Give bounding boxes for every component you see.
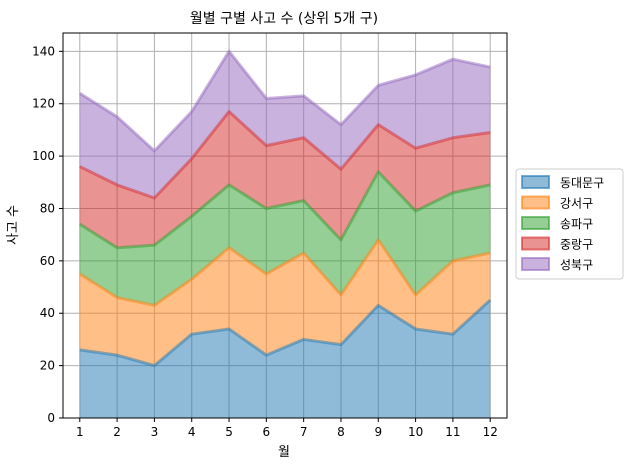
area-5 [79, 51, 491, 199]
legend-swatch-1 [521, 175, 550, 189]
legend-swatch-3 [521, 216, 550, 230]
y-tick-label: 100 [32, 149, 55, 163]
x-tick-label: 4 [188, 425, 196, 439]
y-tick-label: 20 [40, 359, 55, 373]
x-tick-label: 12 [483, 425, 498, 439]
x-tick-label: 9 [374, 425, 382, 439]
line-4 [79, 110, 491, 200]
x-tick-label: 8 [337, 425, 345, 439]
chart-title: 월별 구별 사고 수 (상위 5개 구) [190, 11, 378, 27]
y-axis-label: 사고 수 [6, 205, 21, 245]
legend-swatch-2 [521, 195, 550, 210]
plot-areas [79, 51, 491, 418]
x-tick-label: 5 [225, 425, 233, 439]
line-1 [79, 299, 492, 368]
y-tick-label: 0 [47, 411, 55, 425]
y-tick-label: 120 [32, 97, 55, 111]
line-5 [78, 49, 491, 153]
x-tick-label: 10 [408, 425, 423, 439]
x-tick-label: 6 [263, 425, 271, 439]
legend-label-4: 중랑구 [560, 238, 593, 252]
x-tick-label: 7 [300, 425, 308, 439]
legend-label-3: 송파구 [560, 217, 593, 231]
y-tick-label: 40 [40, 306, 55, 320]
legend-label-2: 강서구 [560, 197, 593, 211]
legend-label-1: 동대문구 [560, 176, 604, 190]
plot-frame [62, 32, 508, 419]
legend-swatch-4 [521, 236, 550, 251]
y-tick-label: 140 [32, 44, 55, 58]
x-axis-label: 월 [278, 445, 290, 460]
area-4 [79, 111, 491, 248]
plot-lines [78, 49, 492, 368]
x-tick-label: 2 [113, 425, 121, 439]
legend-label-5: 성북구 [560, 258, 593, 272]
y-tick-label: 80 [40, 201, 55, 215]
area-1 [79, 300, 491, 418]
y-tick-label: 60 [40, 254, 55, 268]
line-3 [78, 170, 491, 250]
x-tick-label: 1 [76, 425, 84, 439]
line-2 [78, 238, 491, 307]
y-axis-ticks: 0 20 40 60 80 100 120 140 [32, 44, 63, 425]
x-tick-label: 11 [445, 425, 460, 439]
area-3 [79, 171, 491, 306]
x-axis-ticks: 1 2 3 4 5 6 7 8 9 10 11 12 [76, 418, 498, 439]
x-tick-label: 3 [151, 425, 159, 439]
area-2 [79, 239, 491, 366]
legend-swatch-5 [521, 257, 550, 271]
